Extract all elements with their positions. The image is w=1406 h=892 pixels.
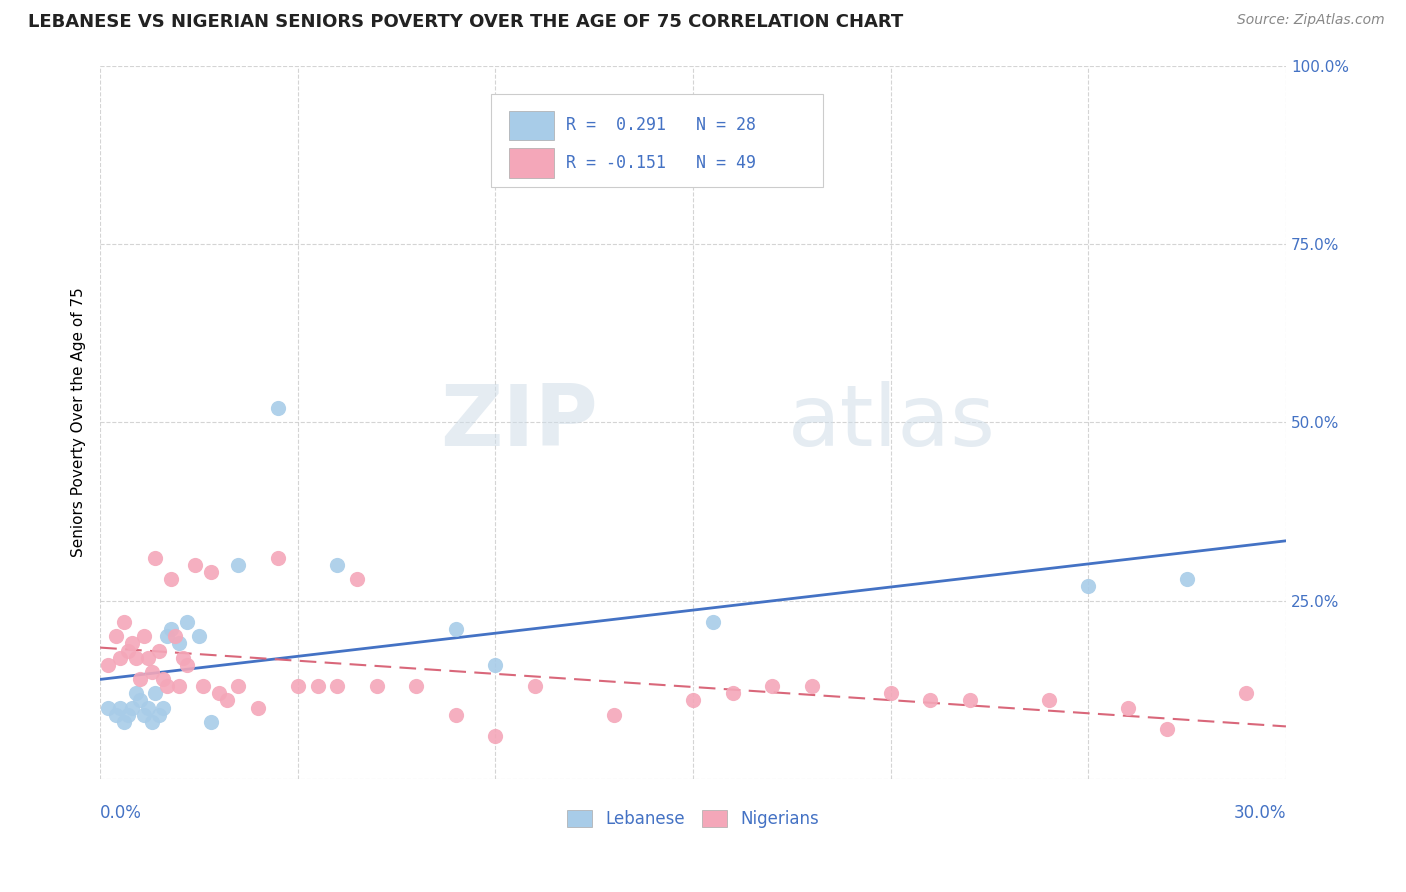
Point: [136, 700, 159, 714]
Point: [484, 729, 506, 743]
Point: [141, 714, 163, 729]
Point: [307, 679, 329, 693]
Point: [187, 629, 209, 643]
Point: [97, 657, 120, 672]
Point: [160, 572, 183, 586]
Point: [405, 679, 427, 693]
Legend: Lebanese, Nigerians: Lebanese, Nigerians: [561, 804, 825, 835]
Point: [603, 707, 626, 722]
Point: [215, 693, 238, 707]
FancyBboxPatch shape: [509, 148, 554, 178]
Point: [267, 550, 290, 565]
Point: [1236, 686, 1258, 700]
Point: [444, 707, 467, 722]
Point: [125, 650, 148, 665]
FancyBboxPatch shape: [492, 95, 824, 186]
Point: [247, 700, 270, 714]
Point: [108, 700, 131, 714]
Point: [191, 679, 214, 693]
Point: [228, 558, 250, 572]
Point: [152, 672, 174, 686]
Point: [287, 679, 309, 693]
Point: [1156, 722, 1178, 736]
Point: [145, 550, 167, 565]
Point: [97, 700, 120, 714]
Point: [160, 622, 183, 636]
Point: [121, 636, 143, 650]
Text: ZIP: ZIP: [440, 381, 598, 464]
Point: [141, 665, 163, 679]
Point: [228, 679, 250, 693]
Point: [121, 700, 143, 714]
Point: [267, 401, 290, 415]
Point: [346, 572, 368, 586]
Point: [1116, 700, 1139, 714]
Point: [112, 714, 135, 729]
Point: [1077, 579, 1099, 593]
Point: [879, 686, 901, 700]
Point: [176, 615, 198, 629]
Point: [156, 679, 179, 693]
Point: [128, 693, 150, 707]
Point: [1038, 693, 1060, 707]
Point: [167, 636, 190, 650]
Point: [117, 707, 139, 722]
Point: [112, 615, 135, 629]
Point: [200, 714, 222, 729]
Point: [326, 558, 349, 572]
Point: [167, 679, 190, 693]
Point: [484, 657, 506, 672]
Point: [136, 650, 159, 665]
Point: [104, 707, 127, 722]
Point: [200, 565, 222, 579]
Text: 30.0%: 30.0%: [1233, 805, 1286, 822]
Point: [165, 629, 187, 643]
Point: [702, 615, 724, 629]
Point: [156, 629, 179, 643]
Point: [145, 686, 167, 700]
Point: [104, 629, 127, 643]
Point: [444, 622, 467, 636]
Point: [132, 629, 155, 643]
Point: [326, 679, 349, 693]
Text: Source: ZipAtlas.com: Source: ZipAtlas.com: [1237, 13, 1385, 28]
Point: [920, 693, 942, 707]
Point: [117, 643, 139, 657]
Point: [152, 700, 174, 714]
Point: [132, 707, 155, 722]
Text: R =  0.291   N = 28: R = 0.291 N = 28: [567, 116, 756, 134]
Point: [176, 657, 198, 672]
Point: [172, 650, 194, 665]
Point: [108, 650, 131, 665]
Text: atlas: atlas: [787, 381, 995, 464]
Point: [1175, 572, 1198, 586]
Point: [184, 558, 207, 572]
Point: [800, 679, 823, 693]
Point: [959, 693, 981, 707]
Point: [148, 643, 170, 657]
Point: [761, 679, 783, 693]
Point: [125, 686, 148, 700]
Point: [523, 679, 546, 693]
Y-axis label: Seniors Poverty Over the Age of 75: Seniors Poverty Over the Age of 75: [72, 287, 86, 558]
Point: [208, 686, 231, 700]
Point: [721, 686, 744, 700]
Point: [682, 693, 704, 707]
Point: [128, 672, 150, 686]
Text: LEBANESE VS NIGERIAN SENIORS POVERTY OVER THE AGE OF 75 CORRELATION CHART: LEBANESE VS NIGERIAN SENIORS POVERTY OVE…: [28, 13, 904, 31]
Point: [366, 679, 388, 693]
Text: R = -0.151   N = 49: R = -0.151 N = 49: [567, 154, 756, 172]
Point: [148, 707, 170, 722]
FancyBboxPatch shape: [509, 111, 554, 141]
Text: 0.0%: 0.0%: [100, 805, 142, 822]
